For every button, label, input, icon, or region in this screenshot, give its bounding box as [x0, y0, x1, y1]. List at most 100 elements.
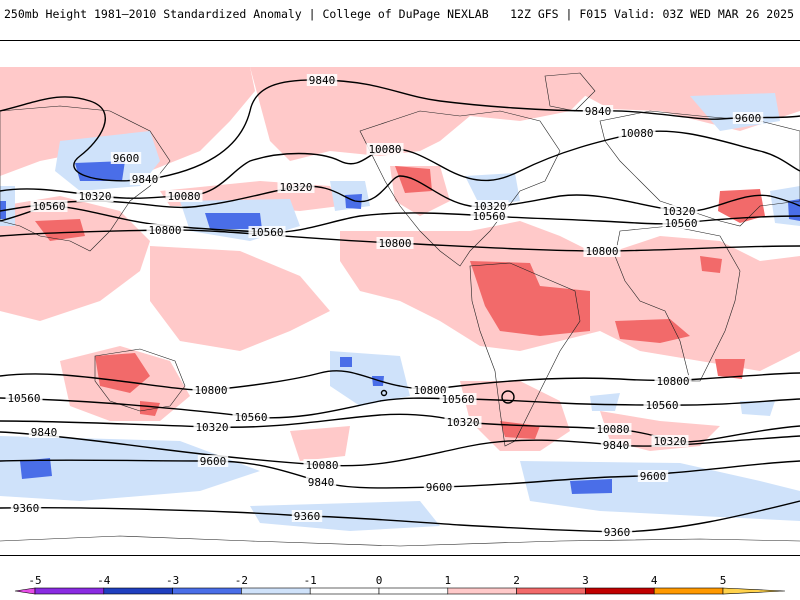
contour-label-bg: [303, 459, 341, 471]
contour-label-bg: [232, 411, 270, 423]
colorbar-min-arrow: [14, 587, 36, 595]
colorbar-bin: [309, 587, 380, 595]
contour-label: 9600: [640, 470, 667, 483]
contour-label-bg: [76, 190, 114, 202]
colorbar-bin: [447, 587, 517, 595]
colorbar-tick-label: 0: [376, 574, 383, 587]
map-title: 250mb Height 1981–2010 Standardized Anom…: [4, 7, 489, 21]
strong-negative-anomaly: [570, 479, 612, 494]
contour-label: 10080: [620, 127, 653, 140]
colorbar-bin: [653, 587, 724, 595]
map-area: 9840 9840 9600 9600 10080 10080 9840 10080 10320…: [0, 40, 800, 556]
contour-label-bg: [110, 152, 142, 164]
colorbar-tick-label: -1: [304, 574, 317, 587]
contour-label: 10560: [7, 392, 40, 405]
contour-label-bg: [654, 375, 692, 387]
colorbar-bin: [516, 587, 586, 595]
contour-label-bg: [376, 237, 414, 249]
negative-anomaly-region: [590, 393, 620, 411]
contour-label: 10080: [305, 459, 338, 472]
contour-label: 9840: [31, 426, 58, 439]
strong-positive-anomaly: [700, 256, 722, 273]
contour-label: 9840: [309, 74, 336, 87]
contour-label: 10560: [32, 200, 65, 213]
contour-label: 10560: [234, 411, 267, 424]
colorbar: -5 -4 -3 -2 -1 0 1 2 3 4 5: [0, 556, 800, 600]
contour-label-bg: [10, 502, 42, 514]
colorbar-bin: [241, 587, 311, 595]
contour-label: 9600: [200, 455, 227, 468]
contour-label: 9360: [604, 526, 631, 539]
contour-label-bg: [583, 245, 621, 257]
contour-label-bg: [618, 127, 656, 139]
contour-label-bg: [277, 181, 315, 193]
contour-label-bg: [601, 526, 633, 538]
model-run-info: 12Z GFS | F015 Valid: 03Z WED MAR 26 202…: [510, 7, 794, 21]
contour-label: 10080: [596, 423, 629, 436]
coastline-asia-west: [0, 105, 171, 252]
colorbar-graphic: -5 -4 -3 -2 -1 0 1 2 3 4 5: [14, 574, 786, 595]
contour-label: 10080: [368, 143, 401, 156]
positive-anomaly-region: [250, 67, 600, 161]
contour-label-bg: [637, 470, 669, 482]
contour-labels: 9840 9840 9600 9600 10080 10080 9840 10080 10320…: [5, 74, 764, 539]
colorbar-tick-label: 5: [720, 574, 727, 587]
contour-label: 9840: [585, 105, 612, 118]
contour-label: 10560: [250, 226, 283, 239]
coastline-greenland: [544, 72, 596, 112]
contour-closed-low: [501, 390, 515, 404]
colorbar-bin: [172, 587, 242, 595]
contour-label-bg: [439, 393, 477, 405]
contour-label-bg: [306, 74, 338, 86]
contour-label: 10560: [645, 399, 678, 412]
contour-label: 10320: [446, 416, 479, 429]
strong-positive-anomaly: [715, 359, 745, 379]
contour-label: 10800: [194, 384, 227, 397]
contour-closed-low: [380, 389, 388, 397]
contour-label: 10320: [78, 190, 111, 203]
anomaly-map: 9840 9840 9600 9600 10080 10080 9840 10080 10320…: [0, 67, 800, 547]
contour-line: [0, 79, 800, 182]
strong-negative-anomaly: [205, 213, 262, 229]
strong-negative-anomaly: [345, 194, 362, 209]
contour-label: 10560: [441, 393, 474, 406]
contour-label-bg: [366, 143, 404, 155]
coastline-south-america: [469, 262, 581, 447]
strong-positive-anomaly: [35, 219, 85, 241]
contour-label-bg: [129, 173, 161, 185]
colorbar-tick-label: 3: [582, 574, 589, 587]
contour-label-bg: [5, 392, 43, 404]
contour-label-bg: [660, 205, 698, 217]
contour-label: 9360: [13, 502, 40, 515]
colorbar-bin: [378, 587, 449, 595]
strong-positive-anomaly: [615, 319, 690, 343]
contour-label-bg: [165, 190, 203, 202]
positive-anomaly-region: [290, 426, 350, 461]
coastline-antarctica: [0, 535, 800, 547]
colorbar-bin: [34, 587, 105, 595]
contour-line: [0, 500, 800, 533]
contour-label-bg: [146, 224, 184, 236]
contour-label: 9600: [735, 112, 762, 125]
negative-anomaly-region: [520, 461, 800, 521]
contour-label: 10320: [279, 181, 312, 194]
contour-label-bg: [643, 399, 681, 411]
colorbar-bin: [585, 587, 655, 595]
strong-positive-anomaly: [470, 261, 590, 336]
contour-label-bg: [248, 226, 286, 238]
contour-label: 10560: [472, 210, 505, 223]
contour-label-bg: [192, 384, 230, 396]
contour-label-bg: [291, 510, 323, 522]
negative-anomaly-region: [250, 501, 440, 531]
contour-label: 10800: [148, 224, 181, 237]
contour-label: 10800: [378, 237, 411, 250]
colorbar-tick-label: -5: [28, 574, 41, 587]
contour-label: 10320: [195, 421, 228, 434]
colorbar-tick-label: 2: [513, 574, 520, 587]
contour-label: 9840: [603, 439, 630, 452]
contour-label: 10320: [662, 205, 695, 218]
contour-label: 10320: [473, 200, 506, 213]
contour-label-bg: [423, 481, 455, 493]
contour-label-bg: [305, 476, 337, 488]
colorbar-tick-label: -3: [166, 574, 179, 587]
